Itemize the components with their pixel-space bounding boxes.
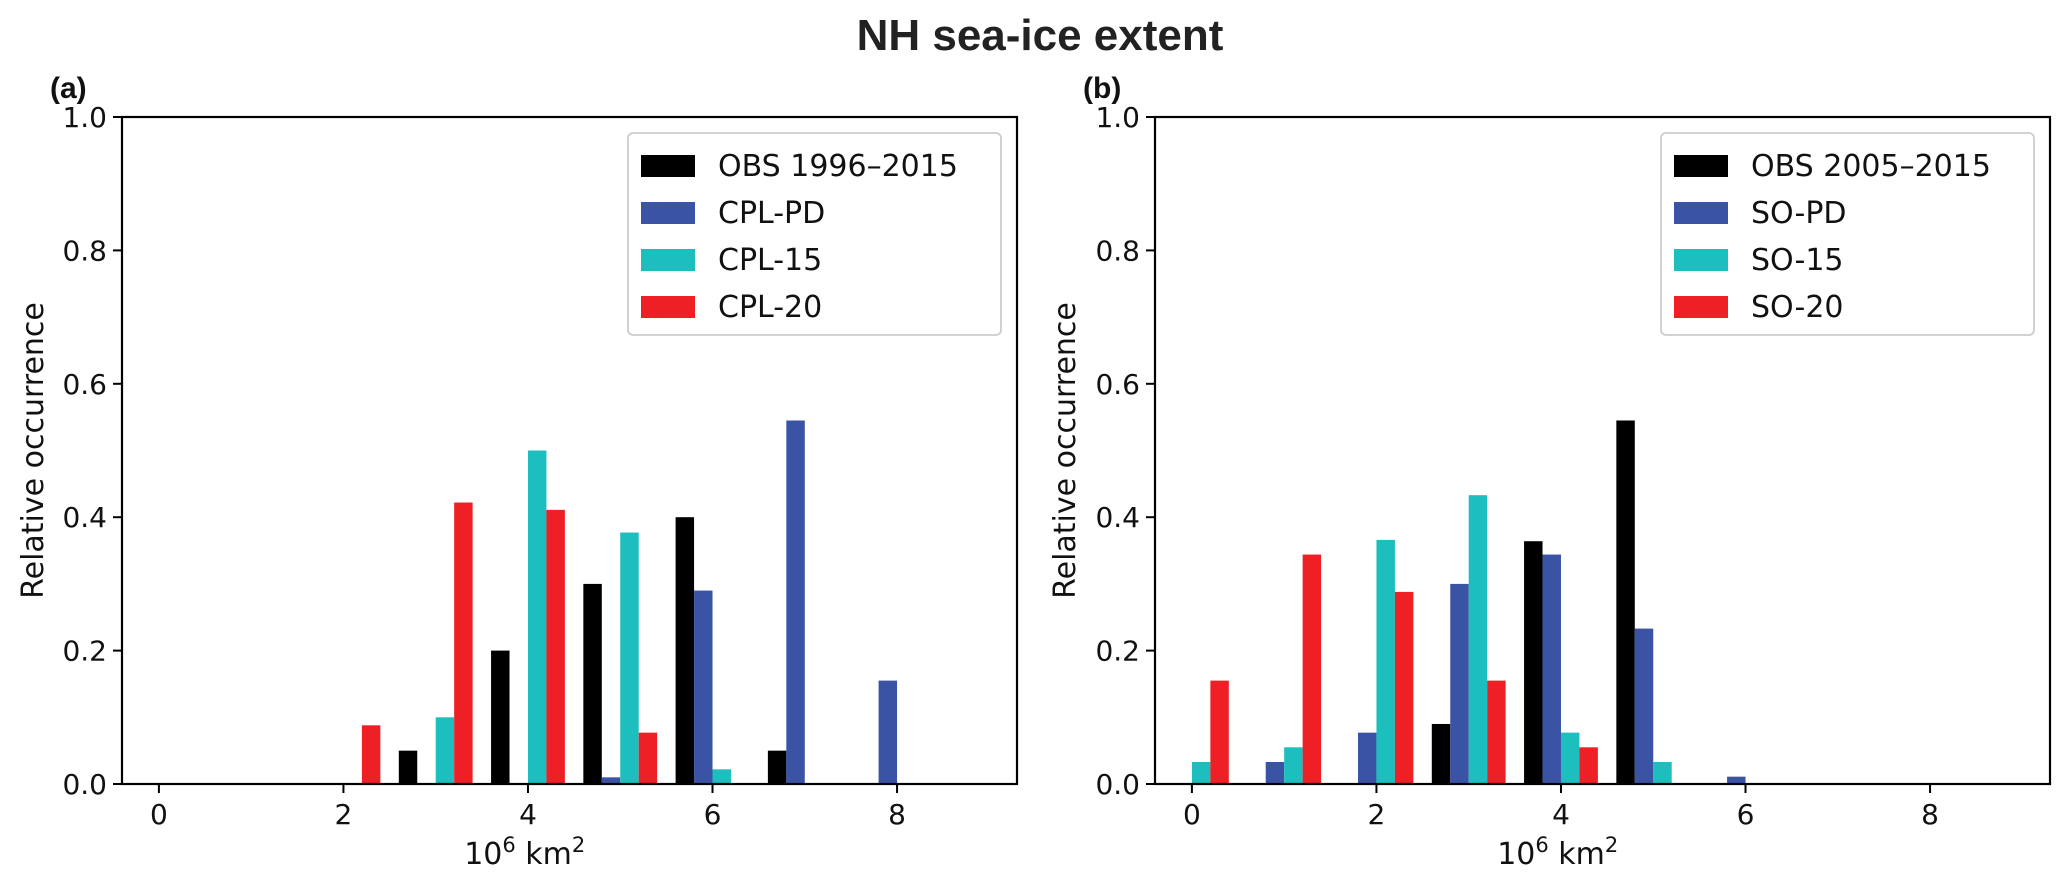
bar-obs bbox=[767, 750, 787, 784]
y-tick-label: 0.2 bbox=[62, 635, 107, 668]
x-tick-label: 6 bbox=[1737, 798, 1755, 831]
legend-label: SO-PD bbox=[1751, 196, 1847, 231]
y-tick-label: 0.4 bbox=[1095, 501, 1140, 534]
bar-obs bbox=[491, 650, 510, 784]
bar-p15 bbox=[435, 717, 455, 784]
legend-label: CPL-20 bbox=[718, 290, 822, 325]
y-tick-label: 0.8 bbox=[62, 234, 107, 267]
y-tick-label: 1.0 bbox=[62, 101, 107, 134]
bar-p15 bbox=[1468, 495, 1488, 784]
x-axis-label: 106 km2 bbox=[464, 833, 585, 872]
y-tick-label: 0.0 bbox=[1095, 768, 1140, 801]
legend-label: OBS 1996–2015 bbox=[718, 149, 958, 184]
panel-label: (b) bbox=[1083, 72, 1121, 105]
bars bbox=[361, 420, 898, 784]
legend-swatch-obs bbox=[641, 155, 695, 177]
x-tick-label: 4 bbox=[1552, 798, 1570, 831]
bar-p20 bbox=[1394, 591, 1414, 784]
y-tick-label: 0.6 bbox=[1095, 368, 1140, 401]
legend-box bbox=[627, 132, 1002, 336]
bar-p20 bbox=[1210, 680, 1229, 784]
y-tick-label: 0.2 bbox=[1095, 635, 1140, 668]
x-tick-label: 0 bbox=[150, 798, 168, 831]
legend-box bbox=[1660, 132, 2035, 336]
bar-obs bbox=[583, 583, 602, 784]
legend: OBS 1996–2015 CPL-PD CPL-15 CPL-20 bbox=[627, 132, 1002, 336]
bar-obs bbox=[1524, 541, 1543, 784]
bar-p20 bbox=[1487, 680, 1506, 784]
bar-p20 bbox=[1302, 554, 1322, 784]
legend: OBS 2005–2015 SO-PD SO-15 SO-20 bbox=[1660, 132, 2035, 336]
legend-label: SO-20 bbox=[1751, 290, 1844, 325]
y-tick-label: 1.0 bbox=[1095, 101, 1140, 134]
bar-p15 bbox=[1191, 761, 1211, 784]
y-tick-label: 0.0 bbox=[62, 768, 107, 801]
x-tick-label: 0 bbox=[1183, 798, 1201, 831]
bar-p20 bbox=[454, 502, 473, 784]
legend-swatch-pd bbox=[1674, 202, 1728, 224]
y-tick-label: 0.4 bbox=[62, 501, 107, 534]
bar-p15 bbox=[1284, 747, 1303, 784]
bar-obs bbox=[398, 750, 418, 784]
bar-pd bbox=[786, 420, 805, 784]
legend-swatch-p20 bbox=[641, 296, 695, 318]
bar-pd bbox=[878, 680, 898, 784]
bars bbox=[1191, 420, 1746, 784]
bar-p15 bbox=[1653, 761, 1672, 784]
x-tick-label: 6 bbox=[704, 798, 722, 831]
bar-p20 bbox=[361, 725, 381, 784]
legend-swatch-p20 bbox=[1674, 296, 1728, 318]
legend-label: CPL-15 bbox=[718, 243, 822, 278]
bar-pd bbox=[1634, 628, 1654, 784]
plot-frame bbox=[120, 115, 1019, 786]
x-tick-label: 4 bbox=[519, 798, 537, 831]
figure-title: NH sea-ice extent bbox=[857, 11, 1224, 60]
panel-a: (a) 0 2 4 6 8 0.0 0.2 0.4 0.6 0.8 1.0 106 km2 Relativ… bbox=[16, 72, 1019, 872]
legend-swatch-obs bbox=[1674, 155, 1728, 177]
y-tick-label: 0.6 bbox=[62, 368, 107, 401]
bar-obs bbox=[1616, 420, 1635, 784]
bar-pd bbox=[1357, 732, 1377, 784]
bar-p15 bbox=[712, 769, 731, 784]
bar-p15 bbox=[1560, 732, 1580, 784]
legend-swatch-pd bbox=[641, 202, 695, 224]
y-axis-label: Relative occurrence bbox=[1048, 302, 1083, 599]
legend-label: SO-15 bbox=[1751, 243, 1844, 278]
bar-pd bbox=[1450, 583, 1469, 784]
legend-label: CPL-PD bbox=[718, 196, 825, 231]
bar-p15 bbox=[527, 450, 547, 784]
bar-p20 bbox=[546, 509, 565, 784]
bar-pd bbox=[601, 777, 621, 784]
bar-p15 bbox=[620, 532, 639, 784]
panel-b: (b) 0 2 4 6 8 0.0 0.2 0.4 0.6 0.8 1.0 106 km2 Relativ… bbox=[1048, 72, 2052, 872]
bar-pd bbox=[694, 590, 713, 784]
plot-frame bbox=[1153, 115, 2052, 786]
x-tick-label: 2 bbox=[335, 798, 353, 831]
legend-swatch-p15 bbox=[1674, 249, 1728, 271]
x-tick-label: 8 bbox=[1921, 798, 1939, 831]
bar-pd bbox=[1542, 554, 1561, 784]
bar-pd bbox=[1265, 761, 1285, 784]
panel-label: (a) bbox=[50, 72, 87, 105]
bar-pd bbox=[1727, 776, 1746, 784]
bar-obs bbox=[675, 517, 695, 784]
legend-swatch-p15 bbox=[641, 249, 695, 271]
bar-p20 bbox=[638, 732, 658, 784]
y-tick-label: 0.8 bbox=[1095, 234, 1140, 267]
bar-p15 bbox=[1376, 539, 1395, 784]
bar-p20 bbox=[1579, 747, 1598, 784]
bar-obs bbox=[1431, 723, 1451, 784]
legend-label: OBS 2005–2015 bbox=[1751, 149, 1991, 184]
y-axis-label: Relative occurrence bbox=[16, 302, 51, 599]
x-axis-label: 106 km2 bbox=[1497, 833, 1618, 872]
x-tick-label: 2 bbox=[1368, 798, 1386, 831]
x-tick-label: 8 bbox=[888, 798, 906, 831]
